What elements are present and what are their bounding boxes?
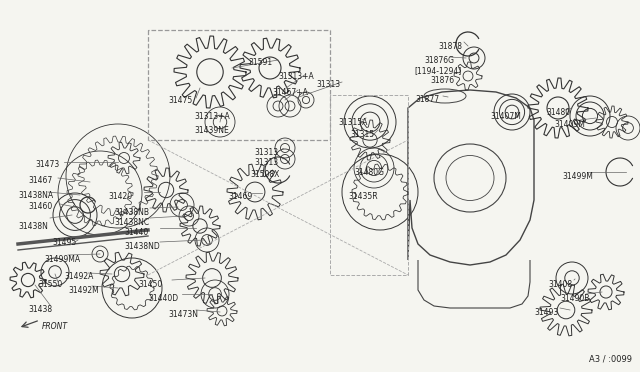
Text: 31475: 31475 [168, 96, 192, 105]
Text: 31313+A: 31313+A [278, 72, 314, 81]
Text: 31440D: 31440D [148, 294, 178, 303]
Text: 31467: 31467 [28, 176, 52, 185]
Text: 31499MA: 31499MA [44, 255, 80, 264]
Text: FRONT: FRONT [42, 322, 68, 331]
Text: 31408: 31408 [548, 280, 572, 289]
Text: 31439NE: 31439NE [194, 126, 228, 135]
Text: 31438ND: 31438ND [124, 242, 160, 251]
Text: 31473N: 31473N [168, 310, 198, 319]
Text: 31493: 31493 [534, 308, 558, 317]
Text: 31315A: 31315A [338, 118, 367, 127]
Text: 31313: 31313 [254, 158, 278, 167]
Text: 31435R: 31435R [348, 192, 378, 201]
Text: A3 / :0099: A3 / :0099 [589, 355, 632, 364]
Text: [1194-1294]: [1194-1294] [414, 66, 461, 75]
Text: 31876G: 31876G [424, 56, 454, 65]
Text: 31591: 31591 [248, 58, 272, 67]
Text: 31438NB: 31438NB [114, 208, 149, 217]
Text: 31420: 31420 [108, 192, 132, 201]
Text: 31438N: 31438N [18, 222, 48, 231]
Text: 31409M: 31409M [554, 120, 585, 129]
Text: 31877: 31877 [415, 95, 439, 104]
Text: 31495: 31495 [52, 238, 76, 247]
Text: 31550: 31550 [38, 280, 62, 289]
Text: 31878: 31878 [438, 42, 462, 51]
Text: 31480: 31480 [546, 108, 570, 117]
Text: 31473: 31473 [35, 160, 60, 169]
Text: 31876: 31876 [430, 76, 454, 85]
Text: 31438NC: 31438NC [114, 218, 149, 227]
Text: 31460: 31460 [28, 202, 52, 211]
Text: 31313: 31313 [254, 148, 278, 157]
Text: 31467+A: 31467+A [272, 88, 308, 97]
Text: 31469: 31469 [228, 192, 252, 201]
Text: 31499M: 31499M [562, 172, 593, 181]
Text: 31438NA: 31438NA [18, 191, 53, 200]
Text: 31407M: 31407M [490, 112, 521, 121]
Text: 31492A: 31492A [64, 272, 93, 281]
Text: 31313: 31313 [316, 80, 340, 89]
Text: 31492M: 31492M [68, 286, 99, 295]
Text: 31315: 31315 [350, 130, 374, 139]
Text: 31490B: 31490B [560, 294, 589, 303]
Text: 31508X: 31508X [250, 170, 280, 179]
Text: 31440: 31440 [124, 228, 148, 237]
Text: 31450: 31450 [138, 280, 163, 289]
Text: 31313+A: 31313+A [194, 112, 230, 121]
Text: 31438: 31438 [28, 305, 52, 314]
Text: 31480G: 31480G [354, 168, 384, 177]
